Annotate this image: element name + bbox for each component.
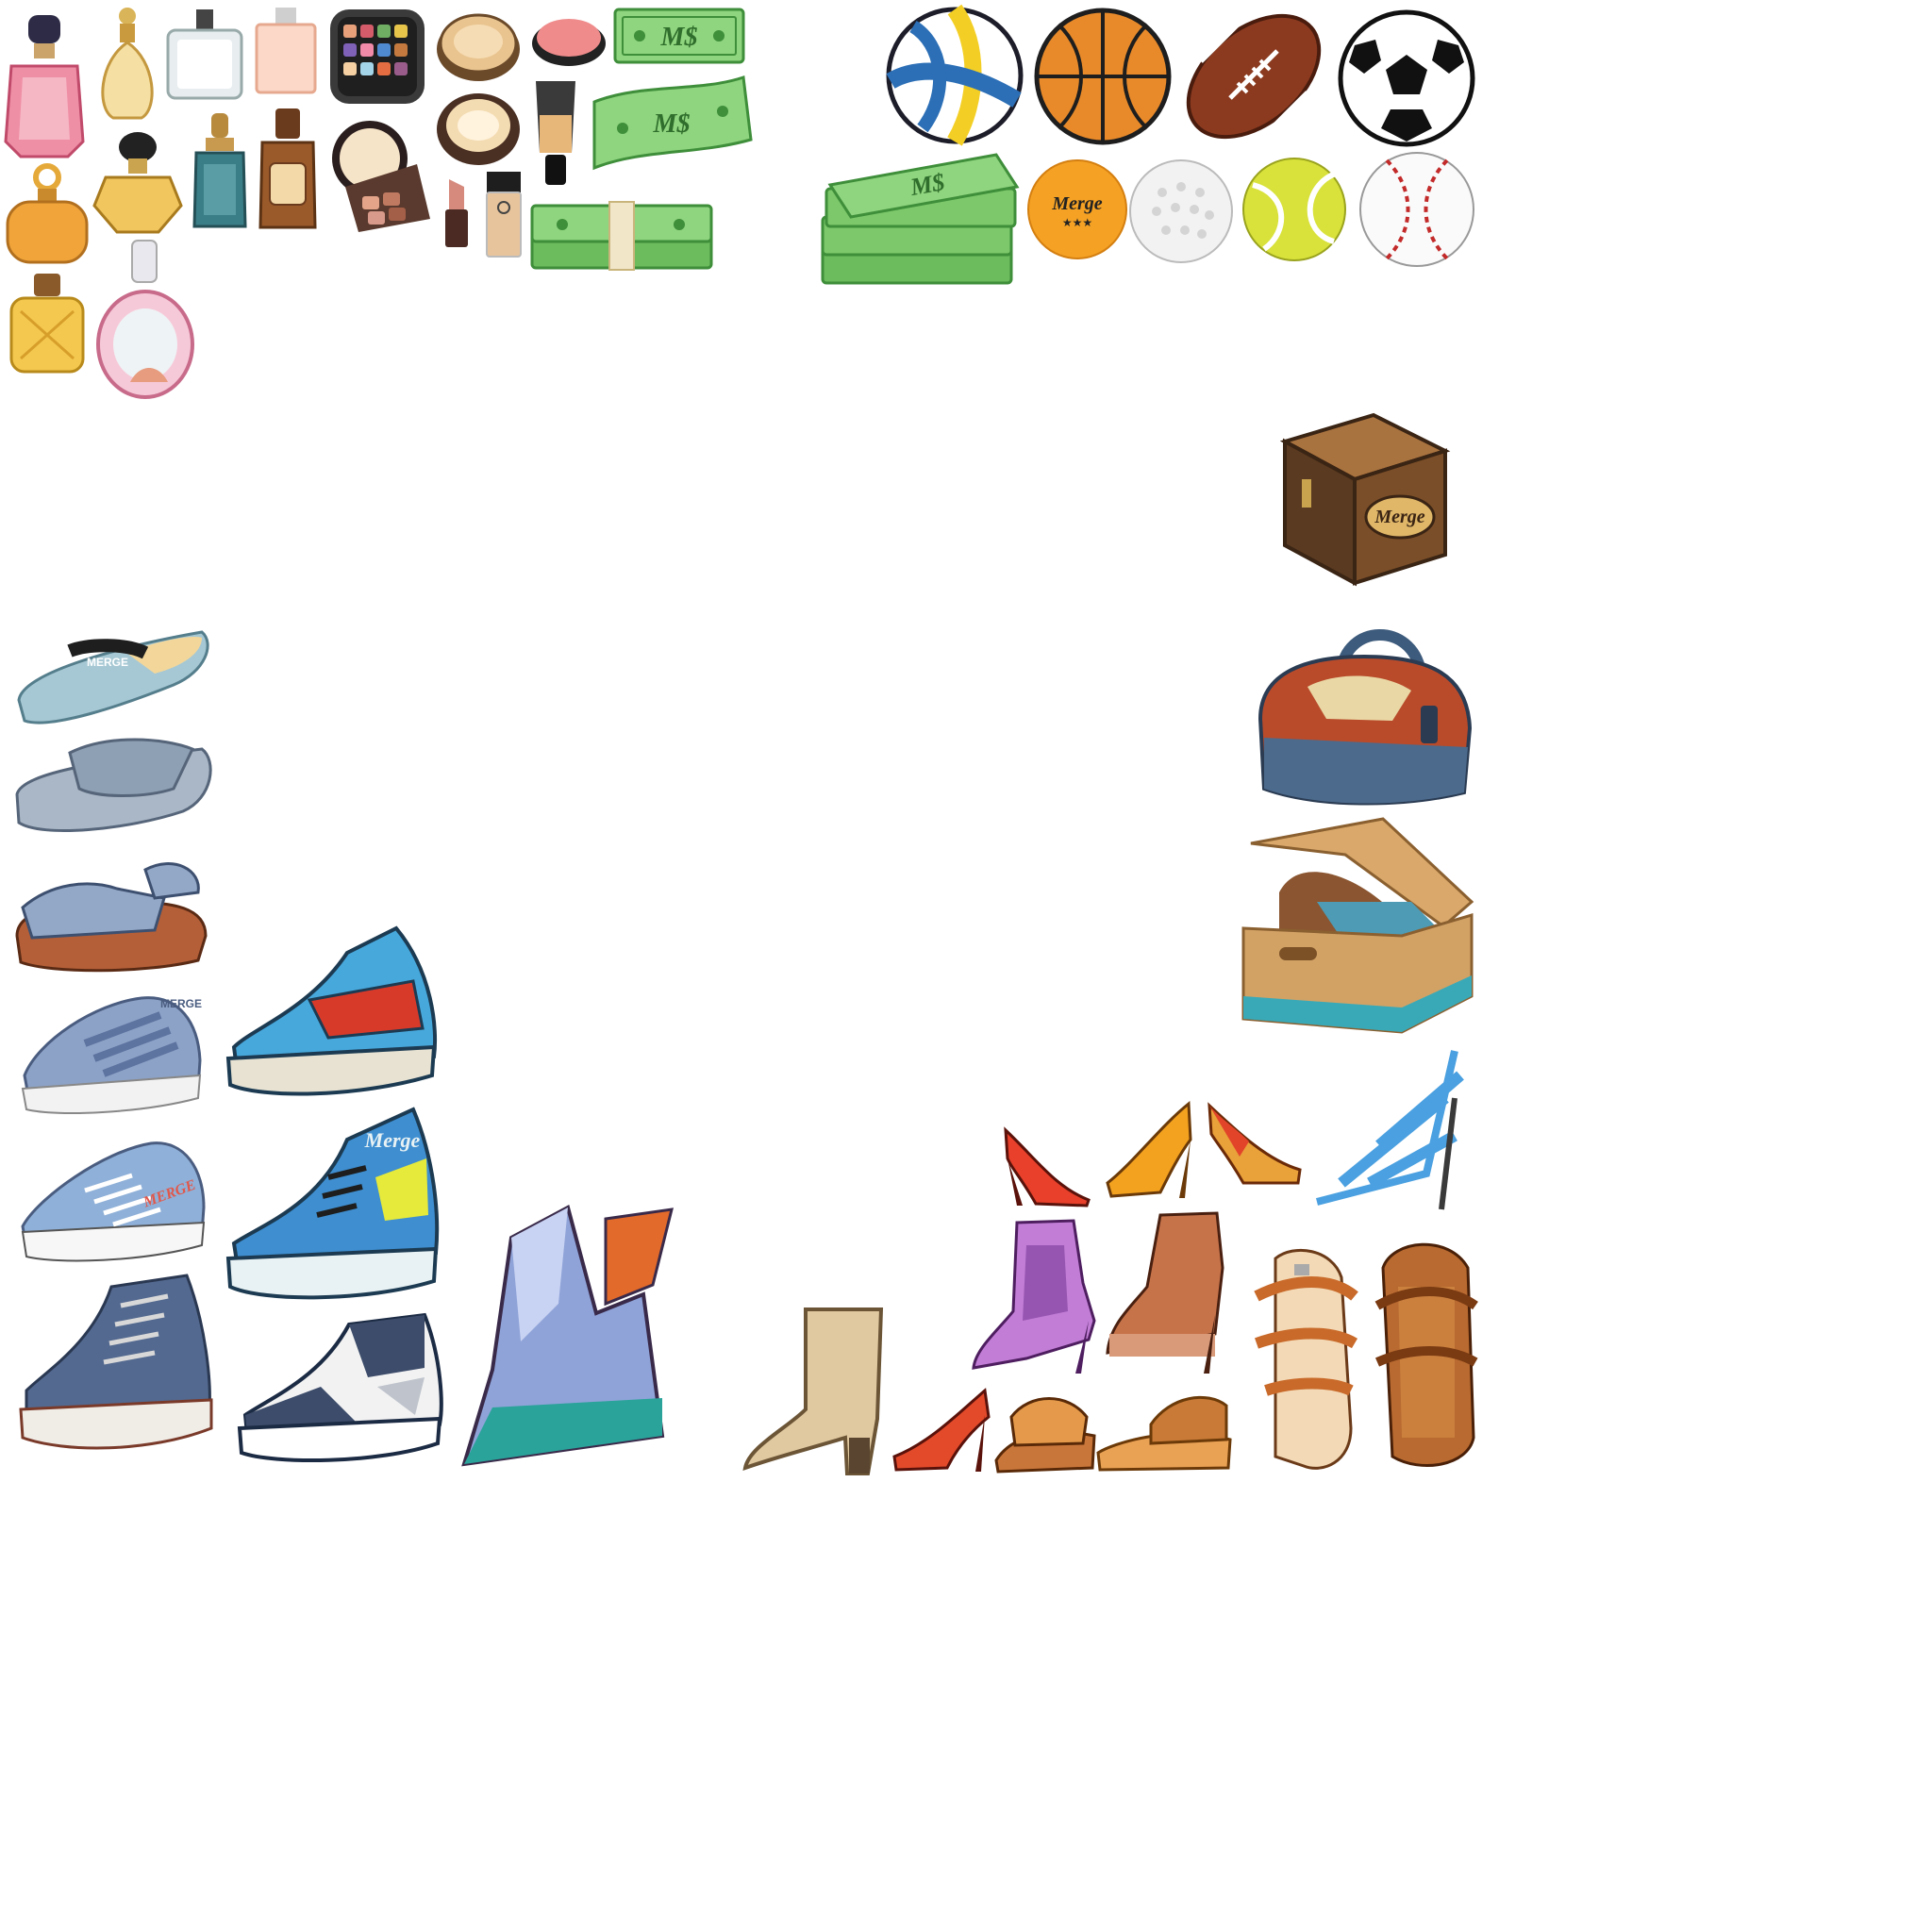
soccer-ball-icon[interactable] xyxy=(1336,8,1477,149)
football-icon[interactable] xyxy=(1181,4,1327,150)
blush-compact-icon[interactable] xyxy=(530,11,608,68)
slipper-brand-label: MERGE xyxy=(87,656,128,669)
flying-bill-icon[interactable]: M$ xyxy=(585,74,755,173)
canvas-sneaker-icon[interactable]: MERGE xyxy=(19,1132,208,1264)
crate-brand-label: Merge xyxy=(1374,507,1424,527)
money-stack-icon[interactable]: M$ xyxy=(817,151,1023,289)
shoe-box-icon[interactable] xyxy=(1241,817,1474,1036)
tan-sandal-icon[interactable] xyxy=(1238,1240,1358,1474)
round-compact-icon[interactable] xyxy=(434,90,524,167)
perfume-teal-icon[interactable] xyxy=(189,113,251,231)
ball-stars-label: ★★★ xyxy=(1062,216,1092,229)
volleyball-icon[interactable] xyxy=(885,4,1024,146)
duffel-bag-icon[interactable] xyxy=(1251,615,1477,811)
concealer-tube-icon[interactable] xyxy=(530,77,581,189)
tennis-ball-icon[interactable] xyxy=(1241,157,1347,262)
powder-compact-icon[interactable] xyxy=(434,8,524,83)
perfume-orange-ring-icon[interactable] xyxy=(4,162,91,266)
purple-bootie-icon[interactable] xyxy=(970,1217,1104,1375)
beige-boot-icon[interactable] xyxy=(740,1306,891,1477)
perfume-gold-cut-icon[interactable] xyxy=(6,274,89,375)
perfume-clear-square-icon[interactable] xyxy=(162,8,247,102)
perfume-black-cap-icon[interactable] xyxy=(92,130,183,234)
merge-crate-icon[interactable]: Merge xyxy=(1279,412,1451,587)
perfume-peach-icon[interactable] xyxy=(253,8,319,94)
cash-label-2: M$ xyxy=(653,109,691,139)
brown-bootie-icon[interactable] xyxy=(1104,1211,1236,1375)
brown-tooled-sandal-icon[interactable] xyxy=(1364,1230,1478,1474)
basketball-icon[interactable] xyxy=(1032,6,1174,147)
cash-label-3: M$ xyxy=(908,168,947,201)
velcro-sneaker-icon[interactable]: MERGE xyxy=(19,985,204,1117)
pingpong-ball-icon[interactable]: Merge ★★★ xyxy=(1026,158,1128,260)
eyeshadow-palette-icon[interactable] xyxy=(326,6,428,108)
hightop-chunky-icon[interactable] xyxy=(17,1268,213,1453)
mule-sandal-icon[interactable] xyxy=(1094,1387,1234,1474)
future-sneaker-icon[interactable] xyxy=(455,1200,675,1474)
red-stiletto-icon[interactable] xyxy=(891,1387,992,1474)
knit-brand-label: Merge xyxy=(364,1128,421,1152)
golf-ball-icon[interactable] xyxy=(1128,158,1234,264)
flip-flop-icon[interactable]: MERGE xyxy=(13,625,211,728)
baseball-icon[interactable] xyxy=(1358,151,1475,268)
hightop-bw-icon[interactable] xyxy=(236,1311,445,1464)
ball-brand-label: Merge xyxy=(1051,193,1102,214)
perfume-pink-icon[interactable] xyxy=(2,9,87,160)
strap-sandal-icon[interactable] xyxy=(13,851,209,974)
perfume-gold-drop-icon[interactable] xyxy=(94,5,160,123)
racing-sneaker-icon[interactable] xyxy=(225,924,443,1098)
cash-label: M$ xyxy=(660,23,698,52)
perfume-brown-icon[interactable] xyxy=(257,108,319,231)
slide-sandal-icon[interactable] xyxy=(13,732,212,836)
perfume-pink-floral-icon[interactable] xyxy=(92,240,198,403)
open-compact-icon[interactable] xyxy=(326,115,434,233)
red-orange-pump-icon[interactable] xyxy=(1202,1100,1302,1189)
knit-sneaker-icon[interactable]: Merge xyxy=(225,1102,443,1302)
sneaker-brand-label: MERGE xyxy=(160,997,202,1010)
foundation-bottle-icon[interactable] xyxy=(483,170,525,258)
lipstick-icon[interactable] xyxy=(440,175,474,249)
single-bill-icon[interactable]: M$ xyxy=(613,8,745,64)
woven-sandal-icon[interactable] xyxy=(992,1389,1098,1474)
red-pump-icon[interactable] xyxy=(998,1121,1092,1208)
blue-strappy-heel-icon[interactable] xyxy=(1313,1041,1470,1210)
bill-bundle-icon[interactable] xyxy=(528,198,715,272)
orange-pump-icon[interactable] xyxy=(1104,1098,1198,1202)
